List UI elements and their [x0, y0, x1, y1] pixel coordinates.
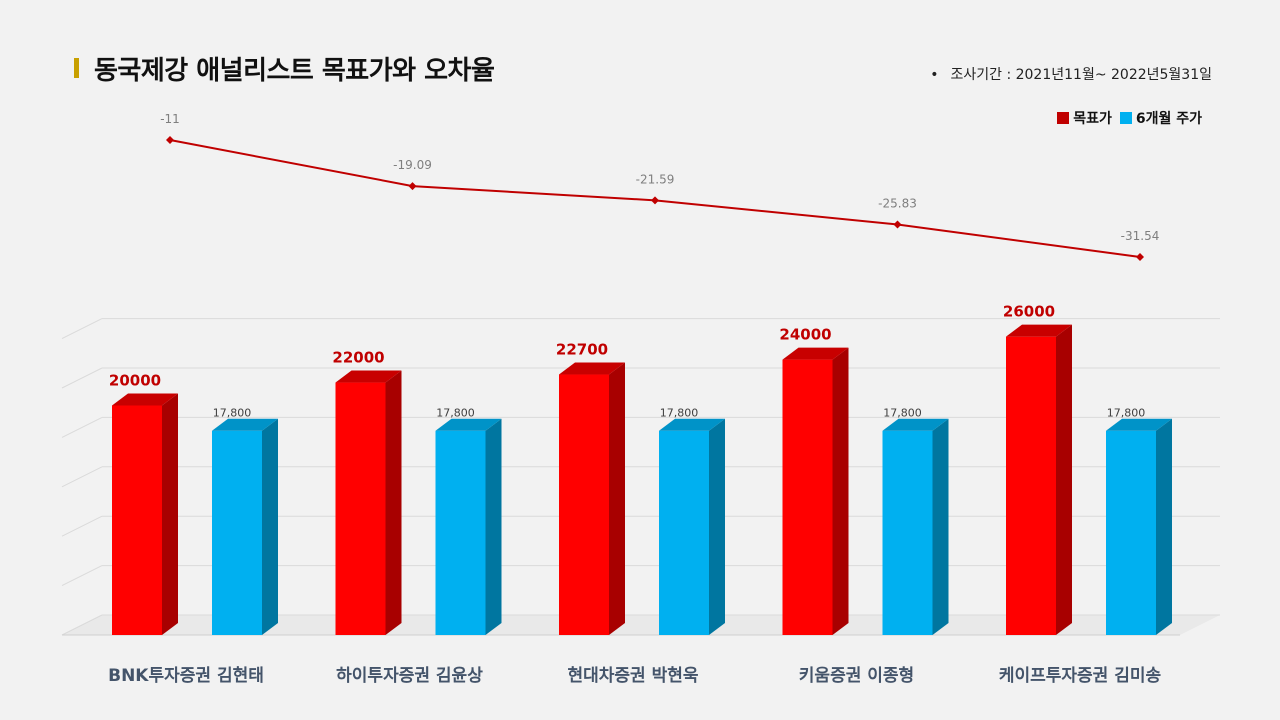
bar-price-top — [659, 418, 725, 431]
gridline-depth — [61, 565, 103, 587]
error-rate-label: -25.83 — [878, 196, 917, 210]
data-label-target: 24000 — [779, 326, 831, 344]
gridline-depth — [61, 318, 103, 340]
bar-price-side — [1156, 418, 1172, 635]
bar-price-top — [212, 418, 278, 431]
bar-price-top — [435, 418, 502, 431]
data-label-target: 26000 — [1003, 303, 1055, 321]
bar-target-front — [335, 382, 386, 635]
data-label-target: 20000 — [109, 372, 161, 390]
survey-period: • 조사기간 : 2021년11월~ 2022년5월31일 — [930, 64, 1212, 84]
page-title: 동국제강 애널리스트 목표가와 오차율 — [94, 56, 495, 86]
bar-price-side — [262, 418, 278, 635]
bar-target-top — [112, 393, 178, 406]
bar-price-side — [709, 418, 725, 635]
category-label: 키움증권 이종형 — [799, 665, 914, 686]
error-rate-marker — [893, 220, 902, 229]
legend-swatch-price — [1119, 112, 1132, 124]
bar-target-side — [609, 362, 625, 635]
error-rate-marker — [651, 196, 659, 205]
label-layer: 20000 17,800 BNK투자증권 김현태 22000 17,800 하이투자증권 … — [108, 112, 1161, 686]
error-rate-label: -21.59 — [636, 172, 675, 186]
gridline-depth — [61, 614, 103, 636]
line-layer — [166, 136, 1144, 261]
period-bullet: • — [930, 67, 939, 83]
error-rate-marker — [408, 182, 417, 191]
bar-price-side — [485, 418, 502, 635]
legend-item-target: 목표가 — [1057, 108, 1112, 128]
category-label: 현대차증권 박현욱 — [567, 666, 698, 686]
error-rate-marker — [1136, 253, 1144, 261]
bar-price-top — [882, 418, 949, 431]
category-label: 하이투자증권 김윤상 — [336, 666, 483, 686]
bar-target-top — [1006, 324, 1072, 337]
bar-target-side — [1056, 324, 1072, 635]
bar-target — [1006, 324, 1072, 635]
bar-target — [782, 347, 849, 635]
bar-target-top — [335, 370, 402, 383]
data-label-target: 22700 — [556, 341, 608, 359]
bar-price — [435, 418, 502, 635]
bar-price-front — [212, 430, 262, 635]
bar-target-side — [385, 370, 402, 635]
data-label-price: 17,800 — [660, 407, 699, 420]
error-rate-label: -11 — [160, 112, 180, 126]
gridline-depth — [61, 515, 103, 537]
bar-price-top — [1106, 418, 1172, 431]
error-rate-label: -31.54 — [1121, 229, 1160, 243]
bar-target — [112, 393, 178, 635]
legend-label-target: 목표가 — [1073, 111, 1112, 127]
bar-target-side — [832, 347, 849, 635]
bar-target — [559, 362, 625, 635]
error-rate-marker — [166, 136, 174, 144]
gridline-depth — [61, 416, 103, 438]
bar-target-front — [782, 359, 833, 635]
bar-target-front — [559, 374, 609, 635]
bar-target-front — [112, 405, 162, 635]
legend-item-price: 6개월 주가 — [1119, 108, 1202, 128]
data-label-price: 17,800 — [1107, 407, 1146, 420]
data-label-target: 22000 — [332, 349, 384, 367]
bar-target-top — [559, 362, 625, 375]
legend-swatch-target — [1057, 112, 1070, 124]
bar-target-side — [162, 393, 178, 635]
bar-price-front — [435, 430, 486, 635]
bar-target — [335, 370, 402, 635]
title-accent-bar — [74, 58, 79, 78]
error-rate-label: -19.09 — [393, 158, 432, 172]
bar-target-top — [782, 347, 849, 360]
bar-price-front — [1106, 430, 1156, 635]
bar-price — [659, 418, 725, 635]
category-label: 케이프투자증권 김미송 — [999, 666, 1162, 686]
data-label-price: 17,800 — [883, 407, 922, 420]
gridline-depth — [61, 466, 103, 488]
bar-price — [212, 418, 278, 635]
bar-price-front — [659, 430, 709, 635]
legend: 목표가 6개월 주가 — [1057, 108, 1202, 128]
bar-price-side — [932, 418, 949, 635]
bar-target-front — [1006, 336, 1056, 635]
period-text: 조사기간 : 2021년11월~ 2022년5월31일 — [950, 67, 1212, 83]
gridline-depth — [61, 367, 103, 389]
bar-price-front — [882, 430, 933, 635]
bar-price — [882, 418, 949, 635]
category-label: BNK투자증권 김현태 — [108, 666, 264, 686]
bar-price — [1106, 418, 1172, 635]
data-label-price: 17,800 — [213, 407, 252, 420]
bar-layer — [112, 324, 1172, 635]
legend-label-price: 6개월 주가 — [1135, 111, 1202, 127]
data-label-price: 17,800 — [436, 407, 475, 420]
